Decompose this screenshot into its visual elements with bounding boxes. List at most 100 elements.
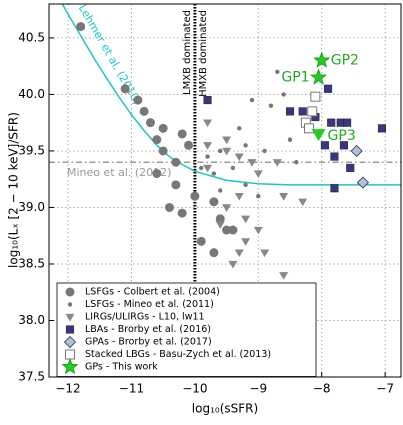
point: [253, 170, 263, 179]
point: [190, 191, 200, 201]
point: [171, 157, 181, 167]
point: [76, 22, 86, 32]
y-tick-label: 40.5: [18, 30, 45, 44]
point: [346, 163, 355, 172]
point: [237, 126, 242, 131]
point: [205, 154, 210, 159]
point: [158, 146, 168, 156]
point: [287, 137, 293, 142]
point: [260, 249, 270, 258]
point: [171, 180, 181, 190]
point: [330, 184, 339, 193]
model-curve: [61, 4, 401, 186]
point: [203, 142, 213, 150]
x-tick-label: −11: [119, 382, 144, 396]
point: [139, 106, 149, 116]
point: [339, 141, 348, 150]
x-tick-label: −10: [182, 382, 207, 396]
point: [158, 123, 168, 133]
point: [120, 84, 130, 94]
point: [222, 204, 232, 212]
point: [133, 95, 143, 105]
point: [165, 202, 175, 212]
point: [313, 51, 331, 68]
point: [327, 118, 336, 127]
point: [307, 106, 318, 117]
point: [215, 221, 225, 229]
legend-marker: [65, 349, 75, 360]
point: [234, 249, 244, 258]
legend-box: [56, 282, 317, 377]
point: [356, 176, 370, 189]
point: [310, 91, 321, 102]
point: [324, 84, 333, 93]
x-tick-label: −12: [55, 382, 80, 396]
point: [377, 124, 387, 133]
x-tick-label: −9: [249, 382, 267, 396]
legend-label: LIRGs/ULIRGs - L10, lw11: [85, 312, 205, 323]
point: [152, 169, 162, 179]
legend-marker: [65, 287, 75, 297]
point: [152, 135, 162, 145]
legend-label: Stacked LBGs - Basu-Zych et al. (2013): [85, 349, 271, 360]
x-tick-label: −7: [376, 382, 394, 396]
legend-marker: [63, 335, 77, 349]
y-axis-label: log₁₀(Lₓ [2 − 10 keV]/SFR): [7, 112, 21, 268]
y-tick-label: 39.0: [18, 200, 45, 214]
y-tick-label: 37.5: [18, 370, 45, 384]
point: [247, 159, 257, 167]
point: [320, 141, 329, 150]
point: [281, 92, 286, 97]
point: [211, 171, 217, 176]
legend-label: LSFGs - Colbert et al. (2004): [85, 287, 220, 298]
point: [243, 143, 248, 148]
y-tick-label: 38.0: [18, 313, 45, 327]
point: [298, 198, 308, 207]
point: [145, 118, 155, 128]
point: [241, 238, 251, 246]
point: [279, 272, 289, 280]
legend-label: GPs - This work: [85, 362, 158, 373]
legend-label: LBAs - Brorby et al. (2016): [85, 324, 211, 335]
legend-marker: [65, 313, 75, 322]
point: [218, 148, 223, 154]
legend-label: LSFGs - Mineo et al. (2011): [85, 299, 214, 310]
point: [184, 140, 194, 150]
point: [298, 107, 307, 116]
point: [350, 144, 363, 158]
point: [268, 103, 274, 108]
point: [310, 68, 327, 85]
point: [330, 152, 339, 161]
point: [285, 107, 295, 116]
point: [209, 248, 219, 258]
plot-frame: [48, 3, 402, 378]
point: [243, 182, 248, 188]
point: [249, 97, 255, 103]
point: [275, 69, 280, 75]
point: [234, 193, 244, 201]
y-tick-label: 38.5: [18, 256, 45, 270]
curve-label: Lehmer et al. (2010): [76, 2, 144, 106]
point: [215, 214, 225, 224]
point: [222, 136, 232, 145]
point: [234, 153, 244, 162]
point: [311, 129, 326, 141]
reference-label: Mineo et al. (2012): [67, 166, 171, 179]
x-tick-label: −8: [313, 382, 331, 396]
point: [218, 188, 223, 193]
point: [253, 226, 263, 235]
y-tick-label: 40.0: [18, 87, 45, 101]
point: [241, 215, 251, 224]
point: [279, 193, 289, 201]
point-label: GP1: [281, 69, 309, 85]
point: [343, 118, 352, 127]
point: [203, 119, 213, 128]
point: [203, 96, 212, 105]
point: [222, 147, 232, 156]
point: [199, 165, 204, 171]
point: [228, 225, 238, 235]
point: [209, 197, 219, 207]
point-label: GP2: [331, 53, 359, 69]
vline-label: HMXB dominated: [198, 10, 209, 97]
